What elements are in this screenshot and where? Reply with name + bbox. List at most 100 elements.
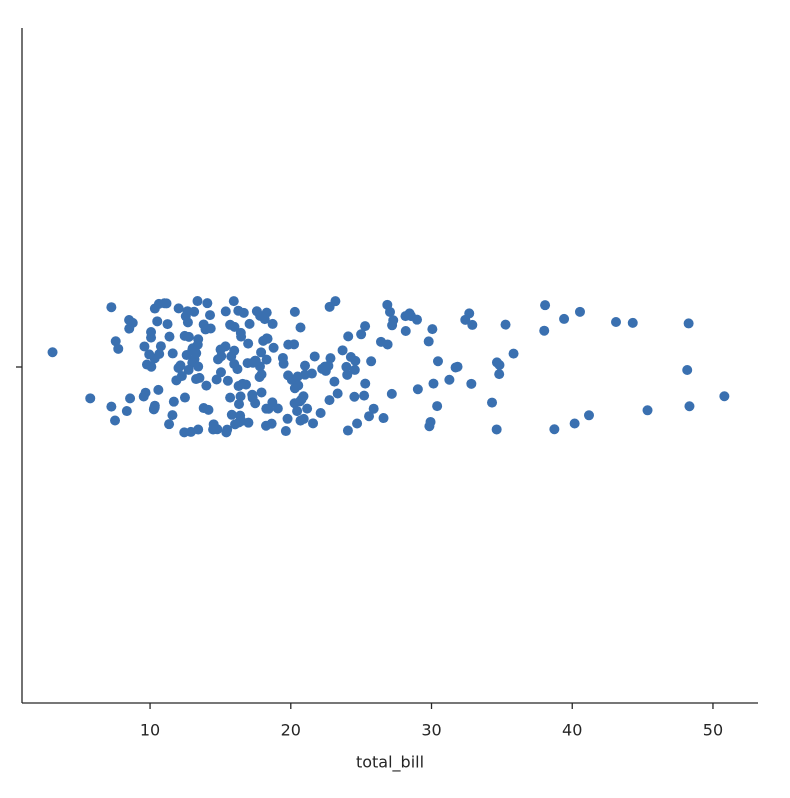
point [315, 408, 326, 419]
point [155, 341, 166, 352]
point [360, 321, 371, 332]
point [140, 387, 151, 398]
point [220, 306, 231, 317]
point [682, 364, 693, 375]
point [368, 403, 379, 414]
point [400, 311, 411, 322]
point [400, 326, 411, 337]
point [185, 426, 196, 437]
point [244, 318, 255, 329]
point [466, 378, 477, 389]
point [539, 325, 550, 336]
point [277, 352, 288, 363]
point [106, 302, 117, 313]
point [154, 349, 165, 360]
point [360, 378, 371, 389]
x-axis-label: total_bill [356, 753, 424, 773]
point [569, 418, 580, 429]
point [191, 348, 202, 359]
point [222, 424, 233, 435]
point [201, 380, 212, 391]
point [164, 331, 175, 342]
point [349, 391, 360, 402]
point [342, 369, 353, 380]
point [233, 305, 244, 316]
point [124, 323, 135, 334]
point [324, 395, 335, 406]
point [345, 351, 356, 362]
point [341, 361, 352, 372]
point [356, 329, 367, 340]
point [366, 356, 377, 367]
point [125, 393, 136, 404]
point [171, 375, 182, 386]
point [282, 413, 293, 424]
point [467, 319, 478, 330]
point [256, 387, 267, 398]
point [385, 306, 395, 317]
point [182, 306, 193, 317]
point [292, 406, 303, 417]
point [627, 317, 638, 328]
point [258, 335, 269, 346]
point [491, 424, 502, 435]
x-tick-label: 20 [281, 721, 301, 740]
point [113, 343, 124, 354]
point [266, 418, 277, 429]
point [235, 410, 246, 421]
point [146, 361, 157, 372]
point [121, 406, 132, 417]
point [272, 403, 283, 414]
point [183, 364, 194, 375]
point [193, 334, 204, 345]
point [293, 380, 304, 391]
point [432, 401, 443, 412]
point [508, 348, 519, 359]
point [329, 376, 340, 387]
point [583, 410, 594, 421]
point [540, 300, 551, 311]
point [295, 415, 306, 426]
point [167, 410, 178, 421]
point [226, 409, 237, 420]
point [487, 397, 498, 408]
x-tick-label: 40 [562, 721, 582, 740]
point [289, 306, 300, 317]
point [289, 339, 300, 350]
point [152, 316, 163, 327]
point [295, 322, 306, 333]
point [464, 308, 475, 319]
point [280, 426, 291, 437]
point [243, 338, 254, 349]
point [611, 316, 622, 327]
x-tick-label: 30 [421, 721, 441, 740]
point [198, 319, 209, 330]
point [139, 341, 150, 352]
point [412, 314, 423, 325]
point [364, 411, 375, 422]
point [491, 357, 502, 368]
point [235, 391, 246, 402]
point [292, 371, 303, 382]
point [255, 310, 266, 321]
point [236, 331, 247, 342]
point [427, 324, 438, 335]
point [106, 401, 117, 412]
point [175, 360, 186, 371]
point [254, 372, 265, 383]
point [549, 424, 560, 435]
point [302, 403, 313, 414]
point [179, 392, 190, 403]
point [191, 374, 202, 385]
point [110, 336, 121, 347]
point [386, 388, 397, 399]
point [229, 345, 240, 356]
point [423, 336, 434, 347]
point [149, 400, 160, 411]
point [215, 367, 226, 378]
point [432, 356, 443, 367]
point [642, 405, 653, 416]
point [332, 388, 343, 399]
point [144, 349, 155, 360]
